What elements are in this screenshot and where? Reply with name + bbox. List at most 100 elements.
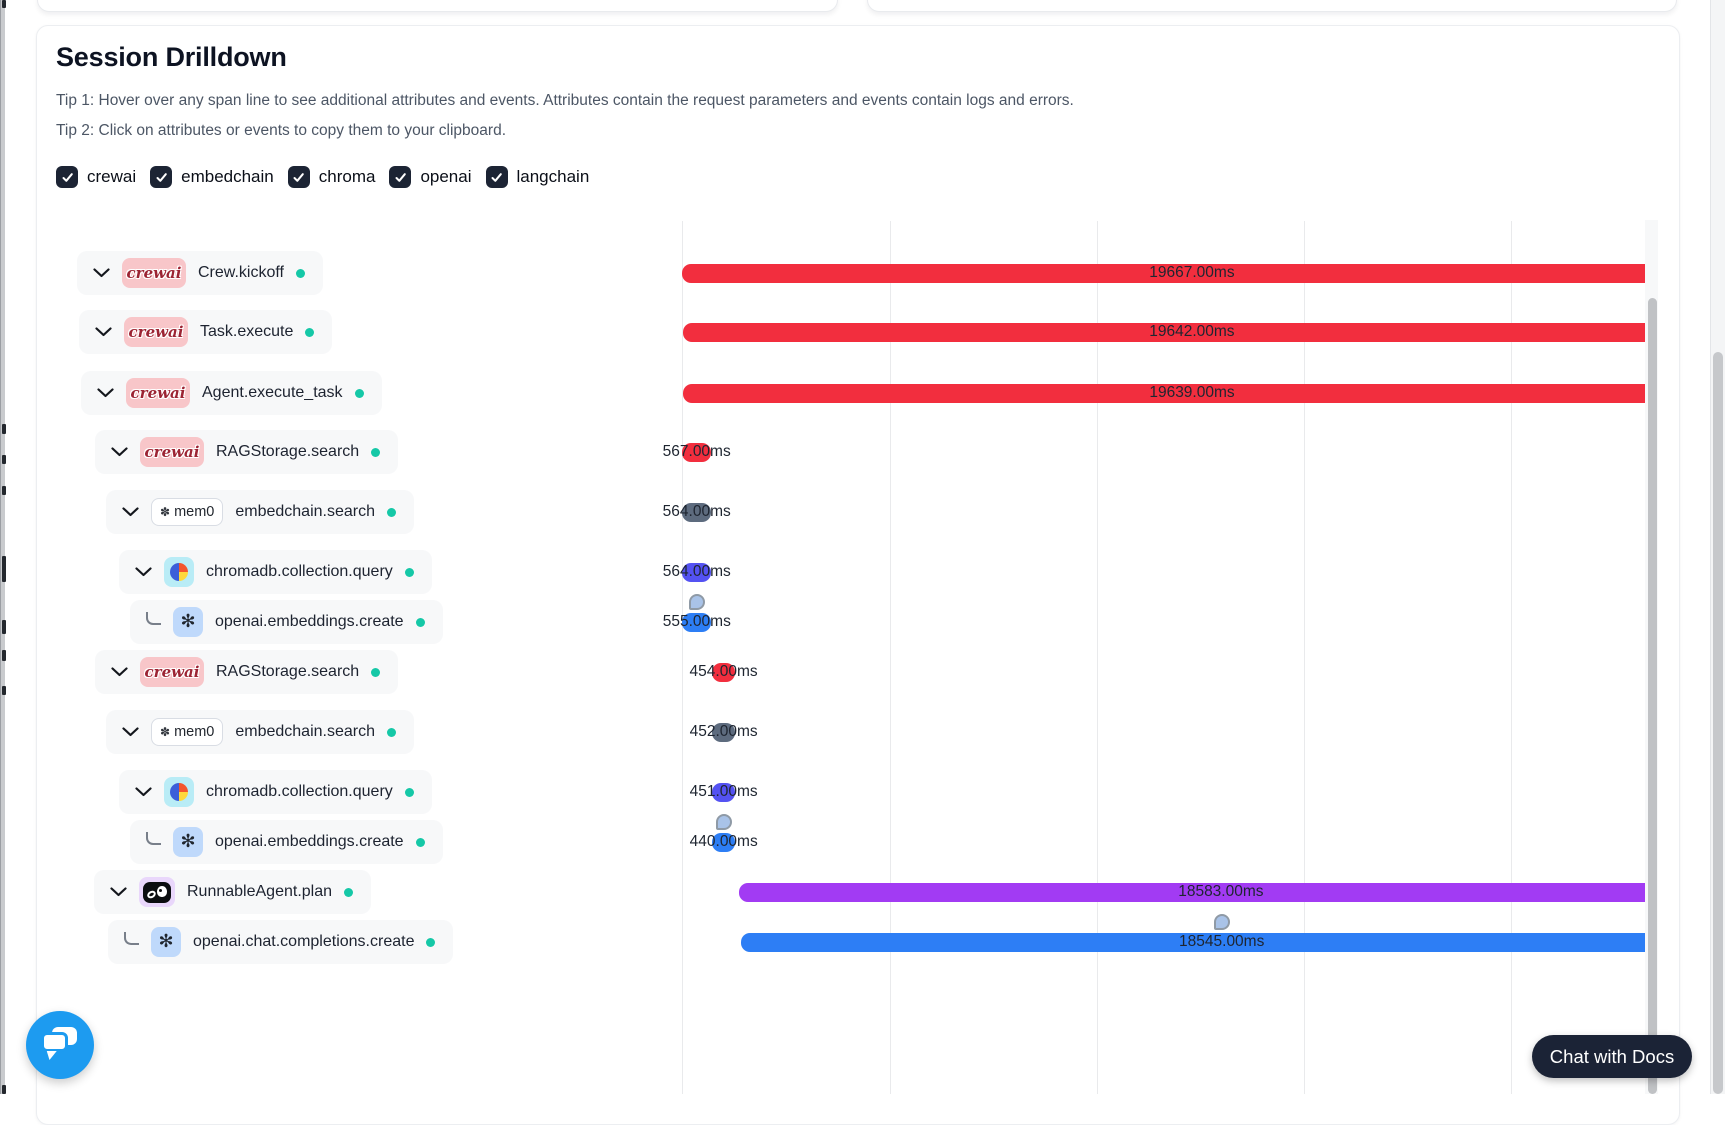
crewai-logo: crewai: [140, 657, 204, 687]
span-row-Crew.kickoff[interactable]: crewai Crew.kickoff: [77, 251, 323, 295]
event-bubble-icon[interactable]: [1213, 914, 1230, 930]
status-dot: [387, 507, 396, 517]
checkbox-checked-icon[interactable]: [150, 166, 173, 188]
filter-label: embedchain: [181, 167, 274, 186]
span-bar-RAGStorage.search[interactable]: [682, 442, 712, 462]
span-name: Crew.kickoff: [198, 264, 284, 281]
span-duration-label: 19667.00ms: [1149, 264, 1235, 281]
span-bar-chromadb.collection.query[interactable]: [711, 782, 736, 802]
chevron-down-icon[interactable]: [110, 887, 127, 897]
chat-bubble-front-icon: [41, 1032, 68, 1052]
filter-checkbox-chroma[interactable]: chroma: [287, 166, 375, 188]
span-row-openai.chat.completions.create[interactable]: ✻ openai.chat.completions.create: [108, 920, 454, 964]
filter-label: openai: [420, 167, 472, 186]
status-dot: [371, 667, 381, 677]
flower-icon: ✽: [160, 505, 171, 519]
provider-filters: crewai embedchain chroma openai langchain: [56, 166, 589, 188]
clipped-background-text: [2, 686, 6, 695]
span-name: RAGStorage.search: [216, 663, 360, 680]
span-name: openai.embeddings.create: [215, 833, 404, 850]
span-bar-Task.execute[interactable]: [682, 322, 1645, 342]
status-dot: [415, 617, 425, 627]
tip-2-text: Tip 2: Click on attributes or events to …: [56, 122, 506, 139]
timeline-gridline: [1303, 221, 1305, 1094]
span-name: chromadb.collection.query: [206, 783, 393, 800]
chevron-down-icon[interactable]: [122, 507, 139, 517]
span-bar-embedchain.search[interactable]: [682, 502, 712, 522]
chroma-circle-icon: [170, 783, 188, 801]
crewai-logo: crewai: [126, 378, 190, 408]
chat-with-docs-button[interactable]: Chat with Docs: [1532, 1035, 1692, 1078]
span-bar-RAGStorage.search[interactable]: [711, 662, 736, 682]
span-name: openai.chat.completions.create: [193, 933, 415, 950]
elbow-connector-icon: [124, 931, 139, 945]
chat-widget-button[interactable]: [26, 1011, 94, 1079]
page-scrollbar-thumb[interactable]: [1713, 352, 1723, 1094]
event-bubble-icon[interactable]: [715, 814, 732, 830]
status-dot: [426, 937, 436, 947]
chevron-down-icon[interactable]: [122, 727, 139, 737]
clipped-background-text: [2, 455, 6, 464]
checkbox-checked-icon[interactable]: [485, 166, 508, 188]
chevron-down-icon[interactable]: [93, 268, 110, 278]
openai-logo: ✻: [151, 927, 181, 957]
filter-checkbox-embedchain[interactable]: embedchain: [150, 166, 274, 188]
span-row-embedchain.search[interactable]: ✽ mem0 embedchain.search: [106, 490, 414, 534]
span-bar-chromadb.collection.query[interactable]: [682, 562, 712, 582]
span-row-openai.embeddings.create[interactable]: ✻ openai.embeddings.create: [130, 820, 443, 864]
span-row-RAGStorage.search[interactable]: crewai RAGStorage.search: [95, 650, 399, 694]
span-bar-openai.chat.completions.create[interactable]: [740, 932, 1645, 952]
window-left-edge: [0, 0, 6, 1094]
span-duration-label: 451.00ms: [689, 783, 758, 800]
openai-logo: ✻: [173, 827, 203, 857]
mem0-logo: ✽ mem0: [151, 718, 224, 746]
span-bar-Crew.kickoff[interactable]: [682, 263, 1645, 283]
page-title: Session Drilldown: [56, 42, 287, 72]
chroma-circle-icon: [170, 563, 188, 581]
checkbox-checked-icon[interactable]: [389, 166, 412, 188]
clipped-background-text: [2, 650, 6, 661]
span-bar-openai.embeddings.create[interactable]: [682, 612, 712, 632]
chevron-down-icon[interactable]: [111, 447, 128, 457]
filter-checkbox-langchain[interactable]: langchain: [485, 166, 590, 188]
status-dot: [387, 727, 396, 737]
span-bar-embedchain.search[interactable]: [711, 722, 736, 742]
span-row-RAGStorage.search[interactable]: crewai RAGStorage.search: [95, 430, 399, 474]
status-dot: [354, 388, 364, 398]
timeline-gridline: [1510, 221, 1512, 1094]
chevron-down-icon[interactable]: [111, 667, 128, 677]
chroma-logo: [164, 777, 194, 807]
parrot-icon: [157, 885, 167, 897]
timeline-gridline: [682, 221, 683, 1094]
filter-checkbox-openai[interactable]: openai: [389, 166, 472, 188]
chevron-down-icon[interactable]: [135, 787, 152, 797]
mem0-logo: ✽ mem0: [151, 498, 224, 526]
elbow-connector-icon: [146, 611, 161, 625]
span-name: Agent.execute_task: [202, 384, 343, 401]
chevron-down-icon[interactable]: [95, 327, 112, 337]
span-row-embedchain.search[interactable]: ✽ mem0 embedchain.search: [106, 710, 414, 754]
span-row-chromadb.collection.query[interactable]: chromadb.collection.query: [119, 550, 432, 594]
openai-logo: ✻: [173, 607, 203, 637]
checkbox-checked-icon[interactable]: [287, 166, 310, 188]
span-bar-openai.embeddings.create[interactable]: [712, 832, 736, 852]
event-bubble-icon[interactable]: [688, 594, 705, 610]
span-row-Agent.execute_task[interactable]: crewai Agent.execute_task: [81, 371, 382, 415]
chevron-down-icon[interactable]: [135, 567, 152, 577]
clipped-background-text: [2, 424, 6, 434]
span-row-openai.embeddings.create[interactable]: ✻ openai.embeddings.create: [130, 600, 443, 644]
span-bar-Agent.execute_task[interactable]: [682, 383, 1645, 403]
inner-scrollbar-thumb[interactable]: [1648, 298, 1657, 1094]
filter-checkbox-crewai[interactable]: crewai: [56, 166, 136, 188]
span-name: chromadb.collection.query: [206, 563, 393, 580]
chevron-down-icon[interactable]: [97, 388, 114, 398]
span-bar-RunnableAgent.plan[interactable]: [739, 882, 1645, 902]
crewai-logo: crewai: [122, 258, 186, 288]
tip-1-text: Tip 1: Hover over any span line to see a…: [56, 92, 1074, 109]
span-row-RunnableAgent.plan[interactable]: RunnableAgent.plan: [94, 870, 372, 914]
span-row-Task.execute[interactable]: crewai Task.execute: [79, 310, 333, 354]
span-row-chromadb.collection.query[interactable]: chromadb.collection.query: [119, 770, 432, 814]
filter-label: langchain: [516, 167, 590, 186]
status-dot: [344, 887, 354, 897]
checkbox-checked-icon[interactable]: [56, 166, 78, 188]
